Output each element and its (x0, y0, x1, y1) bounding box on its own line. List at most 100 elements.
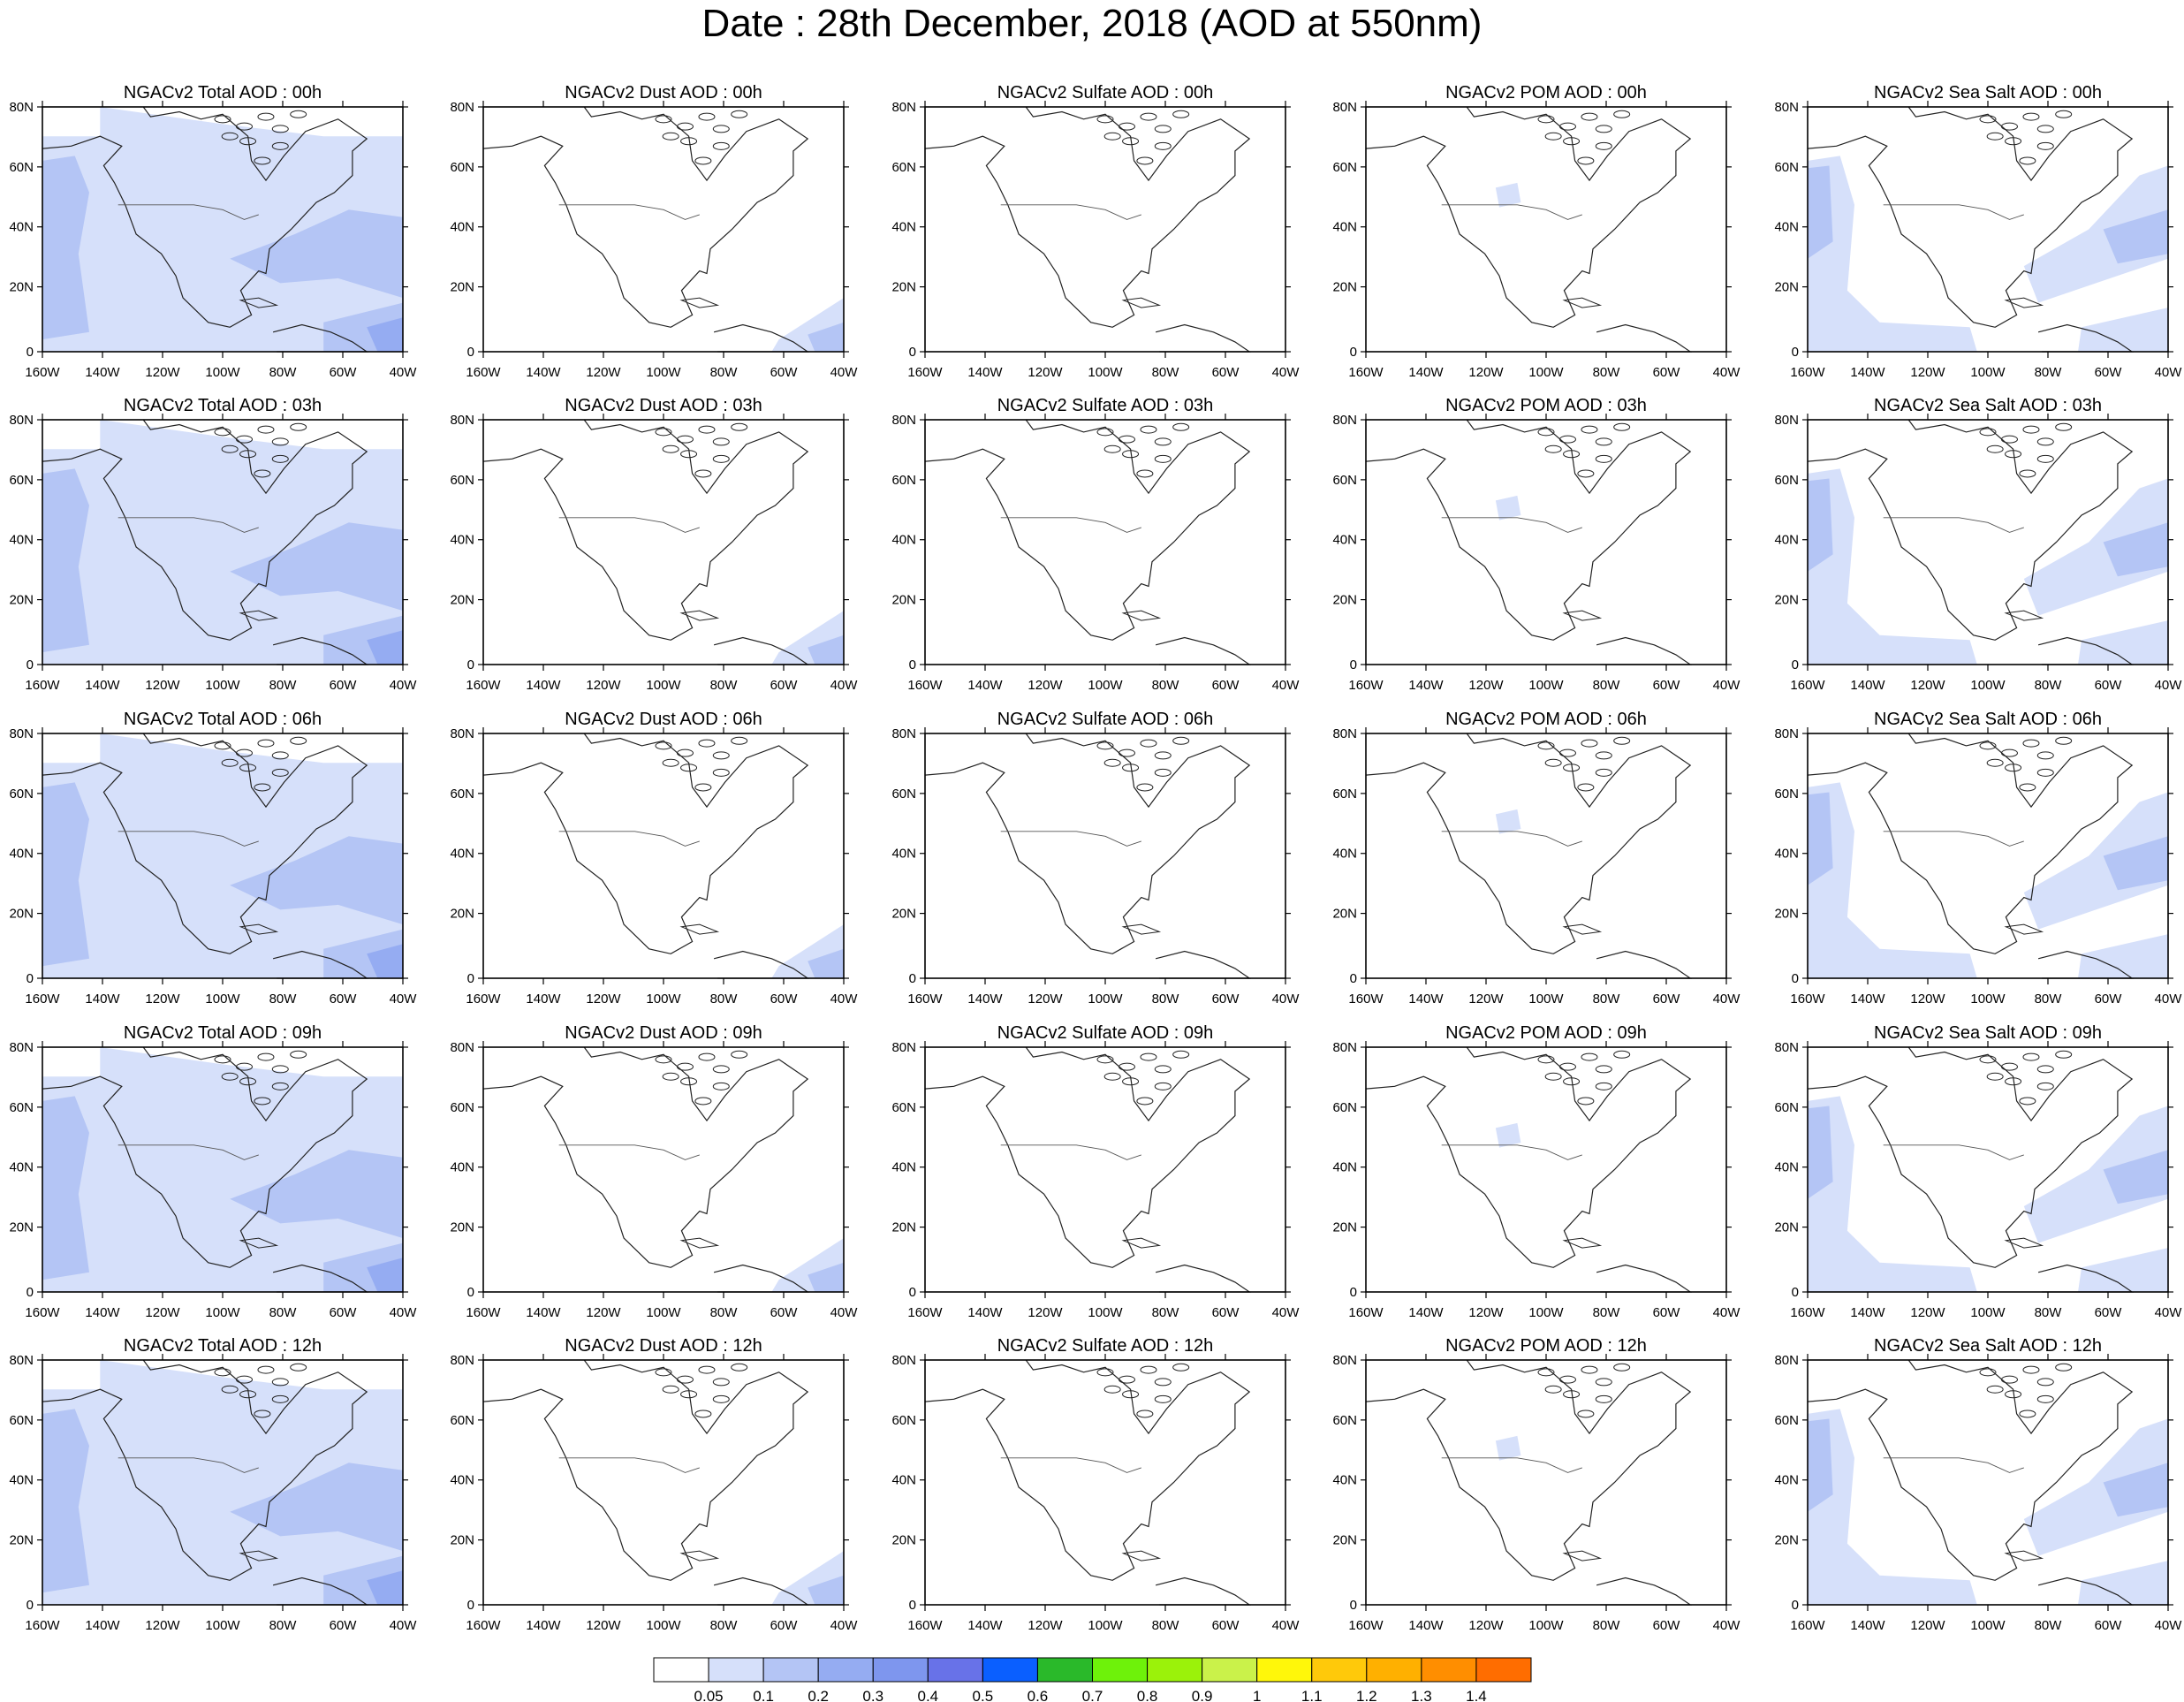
arctic-island (698, 1365, 716, 1374)
panel-title: NGACv2 POM AOD : 03h (1445, 396, 1647, 415)
arctic-island (1986, 758, 2004, 767)
lat-tick-label: 60N (891, 786, 916, 802)
arctic-island (698, 425, 716, 434)
map-background (483, 420, 844, 665)
arctic-island (235, 1062, 253, 1071)
panel-title: NGACv2 Sulfate AOD : 09h (997, 1023, 1214, 1043)
colorbar: 0.05 0.1 0.2 0.3 0.4 0.5 0.6 0.7 0.8 0.9 1 1.1 1.2 1.… (653, 1657, 1532, 1702)
lon-tick-label: 120W (586, 1618, 621, 1633)
lon-tick-label: 100W (205, 1618, 240, 1633)
lon-tick-label: 120W (586, 992, 621, 1007)
lon-tick-label: 60W (2095, 992, 2123, 1007)
lat-tick-label: 40N (1774, 1160, 1799, 1175)
lat-tick-label: 20N (1332, 1533, 1357, 1548)
map-panel: NGACv2 Sea Salt AOD : 06h 80N 60N 40N 20N 0 16… (1774, 710, 2182, 1007)
coastline (42, 1359, 368, 1581)
arctic-island (1118, 748, 1135, 757)
arctic-island (2022, 425, 2040, 434)
arctic-island (1122, 1390, 1140, 1399)
arctic-island (1172, 422, 1190, 431)
aod-shading (230, 836, 403, 925)
aod-shading (1495, 495, 1521, 520)
arctic-island (712, 751, 730, 760)
arctic-island (1136, 1097, 1154, 1106)
lon-tick-label: 160W (907, 678, 943, 693)
arctic-island (1581, 425, 1598, 434)
panel-title: NGACv2 Sea Salt AOD : 03h (1874, 396, 2102, 415)
arctic-island (1136, 469, 1154, 478)
map-panel: NGACv2 Dust AOD : 09h 80N 60N 40N 20N 0 160W 14… (450, 1023, 858, 1320)
colorbar-box (1366, 1657, 1422, 1683)
country-border (558, 1457, 700, 1473)
lon-tick-label: 100W (1088, 992, 1123, 1007)
lat-tick-label: 20N (1332, 593, 1357, 608)
arctic-island (271, 751, 289, 760)
colorbar-label: 1.3 (1411, 1688, 1432, 1702)
aod-shading (42, 782, 89, 967)
lat-tick-label: 20N (891, 280, 916, 295)
caribbean-island (679, 1550, 720, 1561)
panel-title: NGACv2 POM AOD : 09h (1445, 1023, 1647, 1043)
colorbar-label: 1.1 (1301, 1688, 1323, 1702)
arctic-island (2000, 122, 2018, 131)
map-panel: NGACv2 Dust AOD : 00h 80N 60N 40N 20N 0 160W 14… (450, 83, 858, 380)
country-border (1441, 1457, 1582, 1473)
lon-tick-label: 40W (2155, 365, 2183, 380)
lat-tick-label: 40N (9, 847, 34, 862)
lon-tick-label: 60W (1653, 1305, 1681, 1320)
arctic-island (1103, 132, 1121, 141)
lon-tick-label: 60W (770, 1618, 799, 1633)
lon-tick-label: 140W (526, 992, 561, 1007)
arctic-island (271, 1378, 289, 1387)
arctic-island (712, 768, 730, 777)
lon-tick-label: 160W (466, 678, 501, 693)
arctic-island (271, 454, 289, 463)
map-panel: NGACv2 POM AOD : 09h 80N 60N 40N 20N 0 160W 140… (1332, 1023, 1740, 1320)
caribbean-island (679, 1237, 720, 1249)
coastline (1365, 106, 1692, 328)
figure-title: Date : 28th December, 2018 (AOD at 550nm… (701, 2, 1483, 45)
colorbar-box (1092, 1657, 1149, 1683)
country-border (118, 1144, 259, 1160)
map-panel: NGACv2 Sulfate AOD : 00h 80N 60N 40N 20N 0 160… (891, 83, 1300, 380)
lon-tick-label: 140W (967, 678, 1003, 693)
lat-tick-label: 40N (1332, 1160, 1357, 1175)
arctic-island (680, 1390, 698, 1399)
arctic-island (1544, 444, 1562, 453)
arctic-island (731, 1050, 748, 1059)
map-background (1366, 420, 1726, 665)
arctic-island (1558, 1375, 1576, 1384)
arctic-island (1986, 1385, 2004, 1394)
arctic-island (1986, 1072, 2004, 1081)
lat-tick-label: 80N (1332, 1353, 1357, 1368)
lon-tick-label: 80W (1152, 678, 1180, 693)
arctic-island (271, 768, 289, 777)
lat-tick-label: 0 (27, 345, 34, 360)
colorbar-label: 0.3 (862, 1688, 883, 1702)
lon-tick-label: 100W (1970, 1305, 2006, 1320)
lon-tick-label: 100W (646, 678, 681, 693)
arctic-island (1581, 1365, 1598, 1374)
lat-tick-label: 60N (891, 1413, 916, 1428)
country-border (1883, 1144, 2024, 1160)
arctic-island (2005, 1077, 2022, 1086)
map-background (1366, 733, 1726, 978)
arctic-island (1118, 1375, 1135, 1384)
arctic-island (214, 428, 231, 437)
lon-tick-label: 80W (269, 992, 298, 1007)
lat-tick-label: 40N (450, 1160, 474, 1175)
aod-shading (42, 1096, 89, 1280)
country-border (558, 1144, 700, 1160)
lon-tick-label: 120W (1028, 1305, 1063, 1320)
arctic-island (694, 783, 712, 792)
lon-tick-label: 80W (1593, 1305, 1621, 1320)
lon-tick-label: 80W (1593, 992, 1621, 1007)
arctic-island (1154, 437, 1172, 446)
lon-tick-label: 120W (1028, 1618, 1063, 1633)
arctic-island (271, 125, 289, 133)
lon-tick-label: 140W (85, 1618, 120, 1633)
lon-tick-label: 120W (586, 1305, 621, 1320)
caribbean-island (239, 297, 279, 308)
lat-tick-label: 0 (909, 657, 916, 672)
